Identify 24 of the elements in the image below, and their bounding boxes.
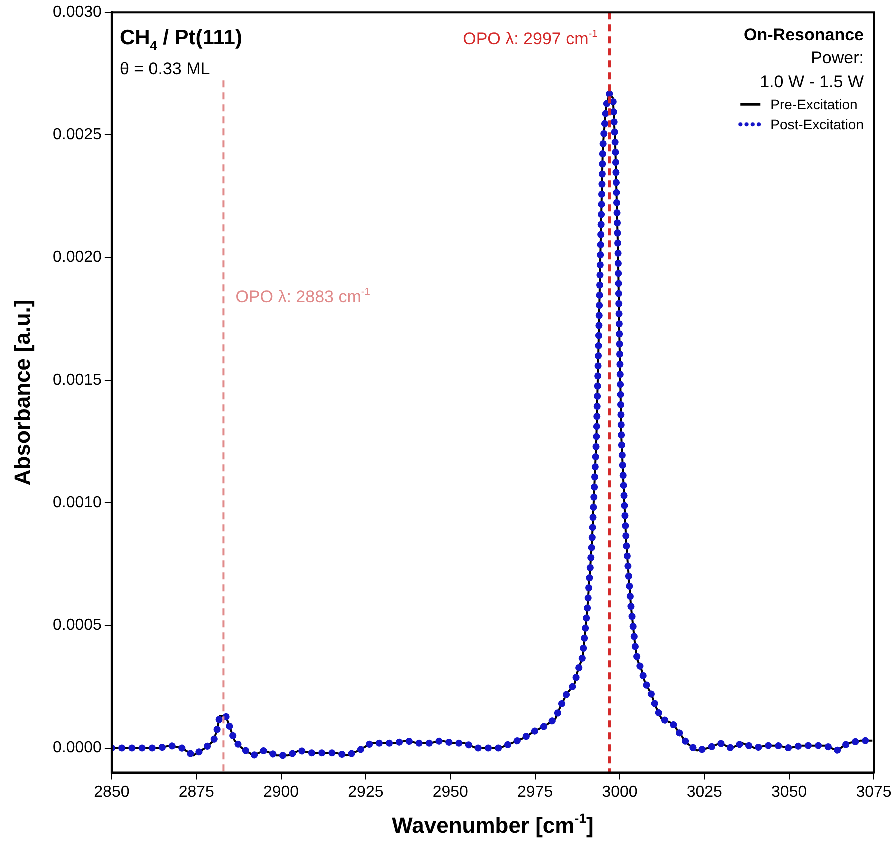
y-tick-label: 0.0005 bbox=[53, 617, 102, 634]
y-tick-label: 0.0010 bbox=[53, 494, 102, 512]
x-tick-label: 2925 bbox=[348, 784, 384, 801]
y-tick-label: 0.0015 bbox=[53, 372, 102, 389]
x-tick-label: 3075 bbox=[856, 784, 892, 801]
x-tick-label: 3050 bbox=[772, 784, 808, 801]
y-tick-label: 0.0030 bbox=[53, 4, 102, 22]
annotation: θ = 0.33 ML bbox=[120, 60, 210, 79]
y-tick-label: 0.0025 bbox=[53, 126, 102, 144]
x-tick-label: 3000 bbox=[602, 784, 638, 801]
x-tick-label: 3025 bbox=[686, 784, 723, 801]
x-tick-label: 2950 bbox=[432, 784, 469, 801]
annotation: 1.0 W - 1.5 W bbox=[760, 72, 864, 92]
x-tick-label: 2975 bbox=[518, 784, 554, 801]
y-axis-title: Absorbance [a.u.] bbox=[10, 300, 35, 486]
x-tick-label: 2850 bbox=[94, 784, 130, 801]
x-tick-label: 2875 bbox=[178, 784, 215, 801]
x-tick-label: 2900 bbox=[263, 784, 300, 801]
annotation: Power: bbox=[811, 48, 864, 68]
legend-label: Pre-Excitation bbox=[770, 96, 858, 113]
y-tick-label: 0.0020 bbox=[53, 249, 102, 266]
legend-title: On-Resonance bbox=[744, 26, 864, 45]
legend-label: Post-Excitation bbox=[770, 116, 864, 133]
y-tick-label: 0.0000 bbox=[53, 740, 102, 757]
